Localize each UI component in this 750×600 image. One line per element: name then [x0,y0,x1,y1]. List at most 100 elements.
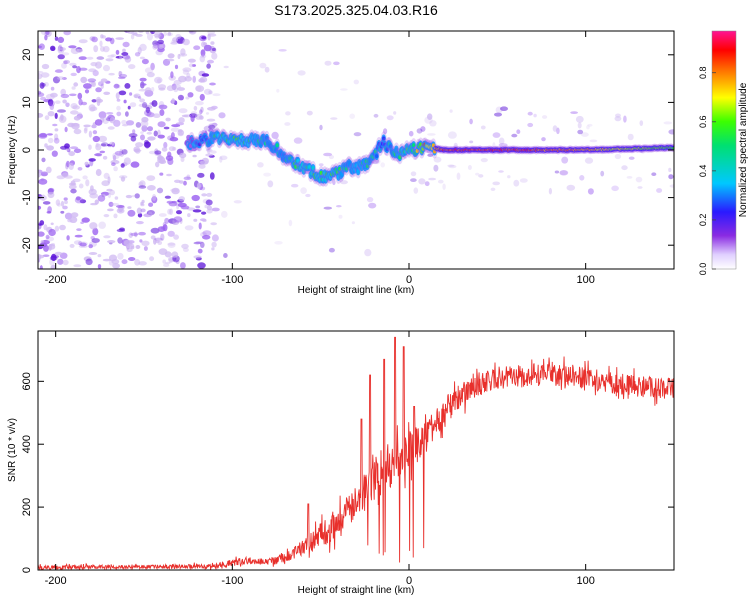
noise-blob [108,72,115,76]
noise-blob [428,177,436,181]
noise-blob [113,213,118,219]
signal-core [348,162,352,167]
noise-blob [171,124,181,128]
spectrogram-y-tick-label: 20 [21,49,33,61]
noise-blob [187,92,194,98]
noise-blob [118,73,128,78]
noise-blob [146,210,155,216]
noise-blob [43,224,48,231]
noise-blob [205,153,214,157]
noise-blob [447,131,457,139]
noise-blob [120,163,125,168]
noise-blob [152,113,161,118]
noise-blob [211,47,216,52]
noise-blob [166,85,175,92]
noise-blob [656,188,663,193]
noise-blob [88,252,98,255]
noise-blob [138,181,144,187]
noise-blob [54,69,63,73]
noise-blob [205,199,213,206]
noise-blob [62,259,69,266]
noise-blob [60,88,66,96]
noise-blob [165,117,171,122]
noise-blob [60,54,65,58]
colorbar-tick-label: 0.8 [698,66,708,79]
noise-blob [147,185,156,191]
noise-blob [195,101,204,106]
noise-blob [147,33,153,41]
noise-blob [373,113,379,118]
noise-blob [73,264,82,268]
noise-blob [177,202,187,208]
noise-blob [219,155,228,161]
noise-blob [100,143,107,147]
noise-blob [109,37,115,45]
noise-blob [179,152,187,159]
noise-blob [141,83,147,86]
noise-blob [324,60,332,66]
noise-blob [198,163,206,169]
noise-blob [38,253,42,261]
noise-blob [433,156,442,163]
noise-blob [45,31,50,35]
noise-blob [61,62,67,69]
noise-blob [116,111,122,117]
noise-blob [83,127,88,134]
noise-blob [73,115,81,121]
noise-blob [178,75,187,83]
spectrogram-x-ticks: -200 -100 0 100 [45,31,595,286]
noise-blob [79,242,87,247]
noise-blob [136,221,144,225]
noise-blob [80,76,88,84]
noise-blob [149,256,155,262]
noise-blob [167,242,176,248]
noise-blob [138,88,147,92]
noise-blob [176,210,182,215]
noise-blob [139,56,145,60]
noise-blob [469,118,473,125]
noise-blob [125,243,135,249]
noise-blob [208,128,214,133]
noise-blob [621,165,628,171]
noise-blob [211,241,217,248]
noise-blob [135,142,144,148]
snr-plot-area [38,331,674,570]
noise-blob [187,213,191,218]
noise-blob [211,247,215,251]
noise-blob [527,111,533,116]
noise-blob [147,126,153,132]
noise-blob [70,212,79,218]
noise-blob [184,225,194,231]
noise-blob [50,46,56,51]
noise-blob [200,49,206,57]
noise-blob [97,264,102,269]
noise-blob [584,157,594,164]
noise-blob [147,136,156,141]
noise-blob [73,148,82,154]
noise-blob [628,156,635,160]
noise-blob [199,109,203,115]
noise-blob [50,86,55,91]
noise-blob [136,207,142,215]
noise-blob [170,71,174,79]
noise-blob [145,106,151,114]
noise-blob [221,210,228,218]
noise-blob [219,156,223,163]
noise-blob [498,170,504,173]
noise-blob [62,205,68,210]
noise-blob [117,237,123,244]
noise-blob [106,112,114,115]
noise-blob [151,100,158,107]
noise-blob [133,146,140,153]
spectrogram-y-tick-label: -10 [21,190,33,206]
snr-x-tick-label: -200 [45,575,67,587]
noise-blob [154,150,162,155]
noise-blob [336,205,342,208]
noise-blob [162,259,166,264]
noise-blob [211,234,219,242]
noise-blob [163,263,170,268]
noise-blob [188,31,197,35]
noise-blob [47,111,55,117]
noise-blob [191,64,196,67]
noise-blob [559,170,569,176]
